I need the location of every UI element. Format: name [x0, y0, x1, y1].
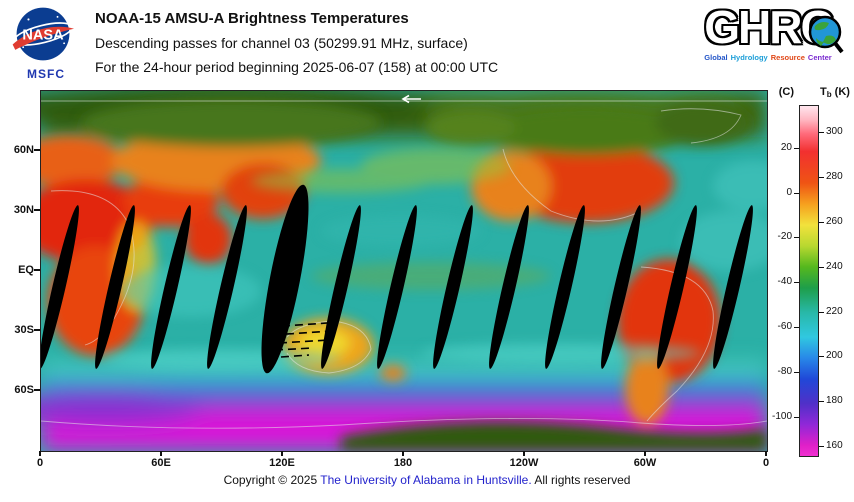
kelvin-tick-label: 220	[826, 306, 843, 317]
ghrc-tagline: Global Hydrology Resource Center	[690, 53, 846, 62]
lat-label-60s: 60S	[14, 384, 34, 396]
copyright-line: Copyright © 2025 The University of Alaba…	[0, 473, 854, 487]
lon-tick	[402, 451, 404, 456]
lat-tick	[34, 329, 40, 331]
lon-label-0e: 0	[762, 457, 770, 469]
kelvin-tick-label: 160	[826, 440, 843, 451]
copyright-suffix: All rights reserved	[534, 473, 631, 487]
kelvin-unit-sub: b	[826, 90, 832, 99]
lat-tick	[34, 209, 40, 211]
lat-label-60n: 60N	[13, 144, 34, 156]
ghrc-logo: GHRC Global Hydrology Resource Center	[690, 4, 846, 62]
celsius-tick	[794, 417, 799, 418]
celsius-tick	[794, 193, 799, 194]
page-subtitle-period: For the 24-hour period beginning 2025-06…	[95, 59, 499, 75]
colorbar-kelvin-unit: Tb (K)	[820, 86, 850, 99]
lat-label-eq: EQ	[18, 264, 34, 276]
kelvin-unit-rest: (K)	[831, 86, 850, 98]
colorbar	[799, 105, 819, 457]
globe-icon	[808, 15, 844, 54]
lon-tick	[160, 451, 162, 456]
tagline-word: Center	[807, 53, 832, 62]
copyright-prefix: Copyright © 2025	[223, 473, 318, 487]
celsius-tick	[794, 282, 799, 283]
celsius-tick-label: 0	[786, 187, 792, 198]
page-title: NOAA-15 AMSU-A Brightness Temperatures	[95, 10, 409, 27]
celsius-tick-label: -100	[771, 411, 792, 422]
lon-tick	[281, 451, 283, 456]
nasa-logo: NASA MSFC	[10, 6, 82, 81]
lat-tick	[34, 389, 40, 391]
lon-tick	[765, 451, 767, 456]
nasa-insignia-icon: NASA	[12, 7, 75, 61]
kelvin-tick-label: 300	[826, 126, 843, 137]
kelvin-tick	[819, 177, 824, 178]
kelvin-tick	[819, 401, 824, 402]
celsius-tick	[794, 237, 799, 238]
tagline-word: Global	[704, 53, 728, 62]
lat-tick	[34, 269, 40, 271]
lon-label-120e: 120E	[269, 457, 295, 469]
lon-label-180: 180	[393, 457, 413, 469]
page-subtitle-channel: Descending passes for channel 03 (50299.…	[95, 35, 468, 51]
lon-label-120w: 120W	[509, 457, 539, 469]
kelvin-tick	[819, 132, 824, 133]
kelvin-tick	[819, 312, 824, 313]
lon-label-0w: 0	[36, 457, 44, 469]
kelvin-tick	[819, 356, 824, 357]
celsius-tick	[794, 327, 799, 328]
kelvin-tick	[819, 446, 824, 447]
celsius-tick	[794, 148, 799, 149]
map-canvas-icon	[0, 83, 793, 451]
celsius-tick-label: -80	[777, 366, 792, 377]
lon-tick	[523, 451, 525, 456]
kelvin-unit-t: T	[820, 86, 827, 98]
celsius-tick-label: -40	[777, 276, 792, 287]
kelvin-tick-label: 260	[826, 216, 843, 227]
celsius-tick	[794, 372, 799, 373]
kelvin-tick-label: 280	[826, 171, 843, 182]
left-arrow-icon	[401, 94, 421, 104]
celsius-tick-label: -60	[777, 321, 792, 332]
copyright-organization: The University of Alabama in Huntsville.	[320, 473, 532, 487]
tagline-word: Resource	[770, 53, 805, 62]
colorbar-celsius-unit: (C)	[778, 86, 794, 98]
lon-label-60w: 60W	[633, 457, 657, 469]
celsius-tick-label: 20	[780, 142, 792, 153]
brightness-temperature-map	[0, 83, 793, 452]
kelvin-tick-label: 180	[826, 395, 843, 406]
celsius-tick-label: -20	[777, 231, 792, 242]
tagline-word: Hydrology	[730, 53, 768, 62]
nasa-wordmark: NASA	[22, 27, 64, 43]
lon-label-60e: 60E	[151, 457, 171, 469]
lat-label-30n: 30N	[13, 204, 34, 216]
kelvin-tick-label: 200	[826, 350, 843, 361]
msfc-label: MSFC	[27, 67, 65, 81]
lat-tick	[34, 149, 40, 151]
lon-tick	[39, 451, 41, 456]
lon-tick	[644, 451, 646, 456]
kelvin-tick	[819, 222, 824, 223]
lat-label-30s: 30S	[14, 324, 34, 336]
kelvin-tick-label: 240	[826, 261, 843, 272]
kelvin-tick	[819, 267, 824, 268]
